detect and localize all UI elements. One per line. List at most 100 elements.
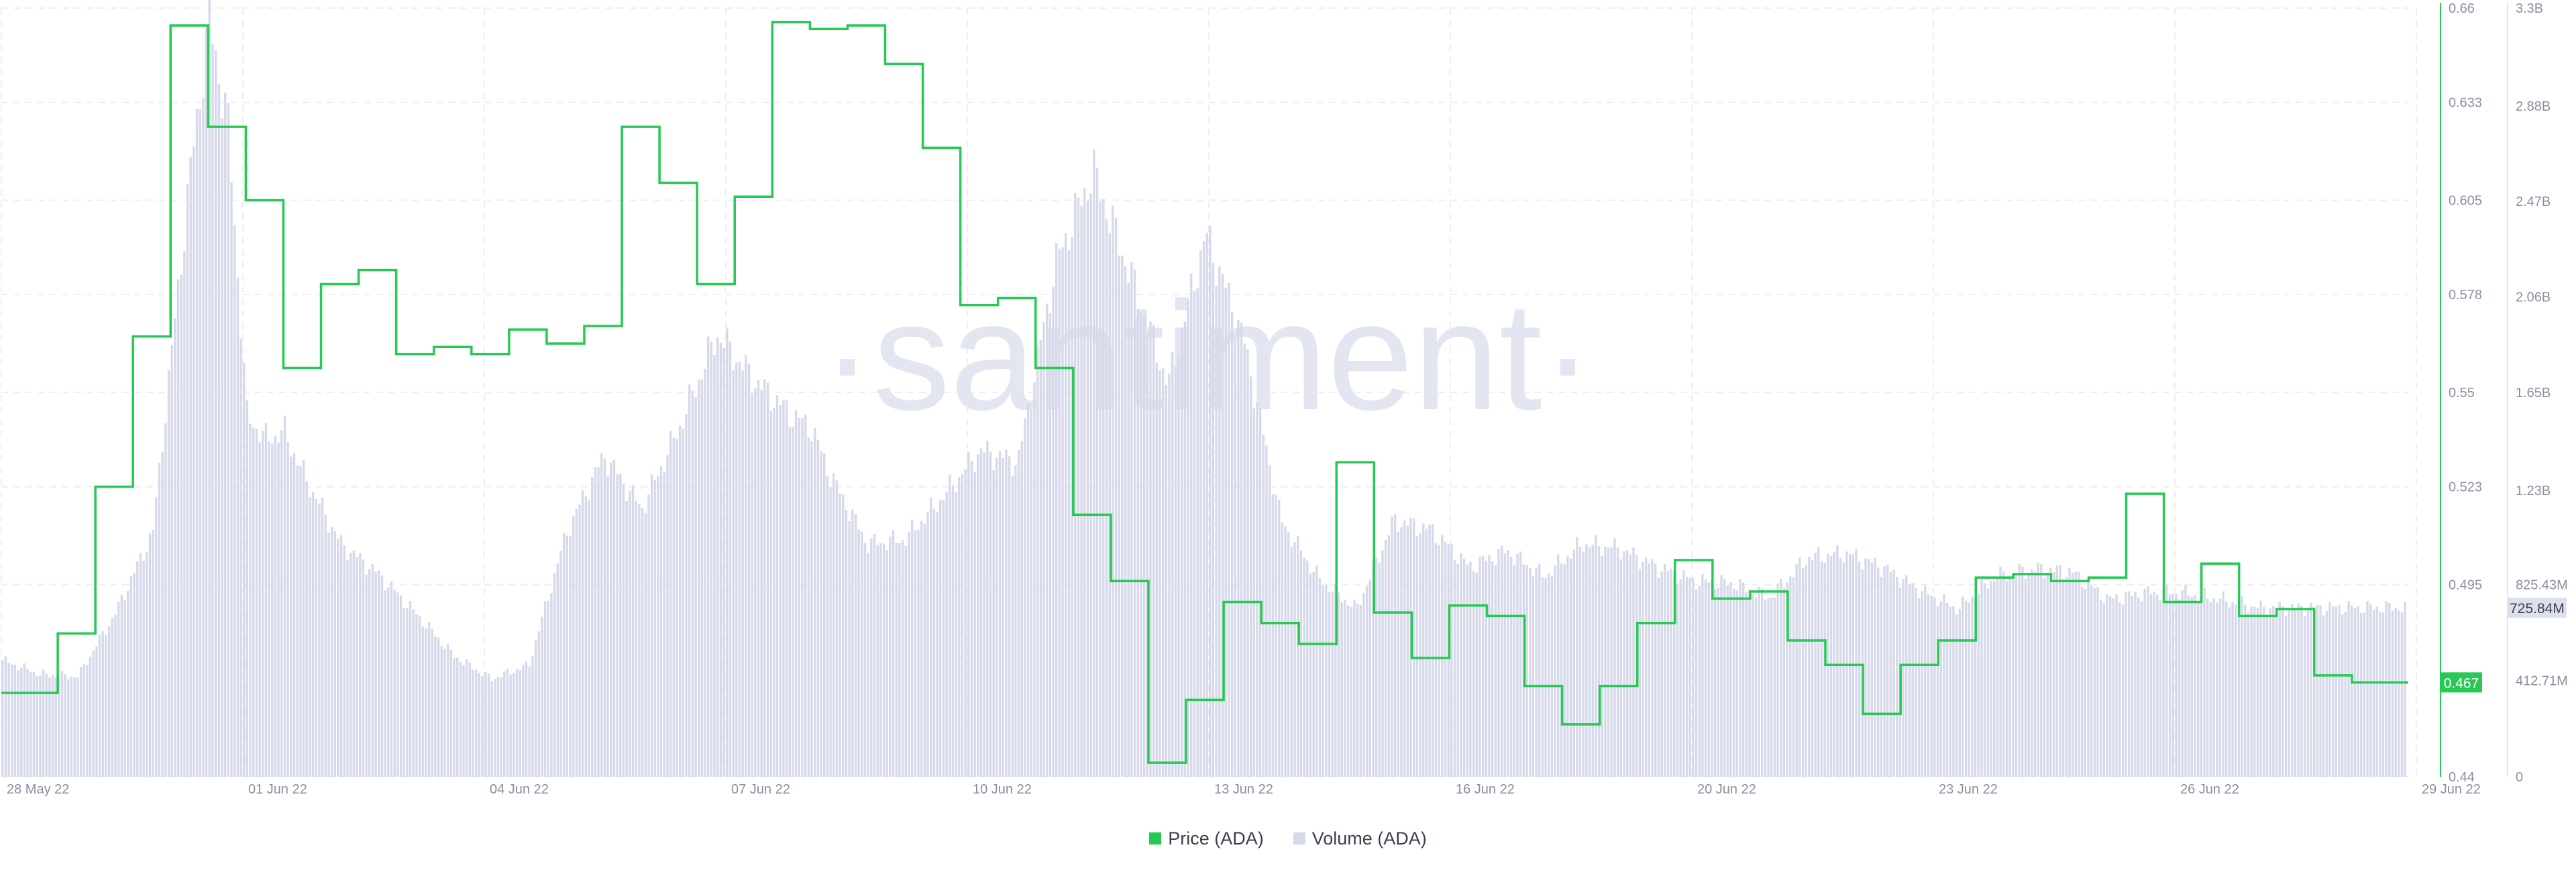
volume-bar	[1494, 565, 1497, 777]
volume-bar	[898, 543, 901, 777]
volume-bar	[1801, 568, 1805, 777]
volume-bar	[747, 364, 751, 777]
current-price-marker	[2440, 672, 2482, 693]
volume-bar	[1945, 602, 1949, 777]
volume-bar	[390, 581, 393, 777]
volume-bar	[1381, 550, 1384, 777]
volume-bar	[286, 442, 289, 777]
volume-bar	[1168, 374, 1171, 777]
volume-bar	[2049, 568, 2052, 777]
volume-bar	[2269, 608, 2271, 777]
volume-bar	[1466, 564, 1468, 777]
volume-bar	[2078, 571, 2080, 777]
volume-bar	[584, 496, 588, 777]
volume-bar	[311, 491, 315, 777]
volume-bar	[2338, 605, 2341, 777]
volume-bar	[588, 500, 590, 777]
volume-bar	[2005, 581, 2008, 777]
volume-bar	[1140, 313, 1142, 777]
volume-bar	[650, 474, 653, 777]
volume-bar	[1773, 597, 1776, 777]
volume-bar	[842, 494, 845, 777]
volume-bar	[20, 667, 23, 777]
volume-bar	[1240, 322, 1243, 777]
volume-bar	[258, 442, 261, 777]
volume-bar	[1058, 248, 1061, 777]
volume-bar	[183, 251, 186, 777]
volume-bar	[176, 279, 180, 777]
volume-bar	[1704, 579, 1707, 777]
volume-bar	[603, 458, 606, 777]
volume-bar	[2055, 565, 2058, 777]
volume-bar	[741, 370, 744, 777]
volume-bar	[399, 595, 402, 777]
volume-bar	[1042, 322, 1045, 777]
volume-bar	[415, 614, 418, 777]
volume-bar	[1378, 563, 1381, 777]
volume-bar	[713, 355, 716, 777]
volume-bar	[1516, 553, 1519, 777]
volume-bar	[243, 362, 246, 777]
volume-bar	[2096, 586, 2099, 777]
volume-bar	[1297, 536, 1299, 777]
volume-bar	[863, 542, 867, 777]
volume-bar	[2156, 594, 2159, 777]
volume-bar	[296, 465, 299, 777]
volume-bar	[1535, 567, 1538, 777]
volume-bar	[406, 607, 409, 777]
volume-bar	[2065, 577, 2068, 777]
volume-bar	[1049, 313, 1052, 777]
volume-bar	[1964, 600, 1968, 777]
volume-bar	[1234, 337, 1236, 777]
volume-bar	[1544, 578, 1547, 777]
volume-bar	[1829, 556, 1833, 777]
volume-bar	[2294, 608, 2297, 777]
volume-bar	[669, 431, 672, 777]
volume-bar	[606, 476, 609, 777]
legend-item-volume[interactable]: Volume (ADA)	[1293, 828, 1427, 849]
volume-bar	[1187, 299, 1189, 777]
volume-bar	[983, 452, 985, 777]
volume-bar	[885, 550, 888, 777]
volume-bar	[1974, 598, 1977, 777]
volume-bar	[2099, 599, 2102, 777]
volume-bar	[1538, 563, 1541, 777]
volume-bar	[1754, 597, 1758, 777]
volume-bar	[148, 533, 152, 777]
volume-bar	[945, 491, 948, 777]
volume-bar	[1093, 150, 1095, 777]
volume-tick-label: 2.06B	[2516, 290, 2551, 305]
volume-bar	[1924, 585, 1927, 777]
volume-bar	[1927, 594, 1930, 777]
volume-bar	[2090, 585, 2093, 777]
volume-bar	[537, 631, 540, 777]
volume-bar	[2212, 598, 2215, 777]
volume-bar	[949, 474, 951, 777]
volume-bar	[775, 395, 779, 777]
volume-bar	[1836, 545, 1839, 777]
volume-bar	[1548, 573, 1550, 777]
volume-bar	[958, 476, 961, 777]
volume-bar	[180, 274, 182, 777]
volume-bar	[249, 424, 252, 777]
volume-bar	[1554, 565, 1556, 777]
volume-bar	[820, 451, 822, 777]
legend-item-price[interactable]: Price (ADA)	[1149, 828, 1264, 849]
volume-bar	[942, 500, 945, 777]
volume-bar	[1212, 262, 1215, 777]
volume-bar	[920, 521, 923, 777]
volume-bar	[302, 459, 305, 777]
volume-bar	[1955, 614, 1958, 777]
volume-bar	[1065, 233, 1067, 777]
volume-bar	[23, 663, 26, 777]
volume-bar	[208, 0, 211, 777]
volume-bar	[2366, 601, 2369, 777]
volume-bar	[1375, 557, 1378, 777]
volume-bar	[136, 561, 139, 777]
volume-bar	[1996, 578, 1999, 777]
volume-bar	[1911, 583, 1914, 777]
volume-bar	[867, 553, 869, 777]
volume-bar	[1181, 327, 1183, 777]
volume-bar	[1713, 589, 1717, 777]
volume-bar	[252, 427, 255, 777]
